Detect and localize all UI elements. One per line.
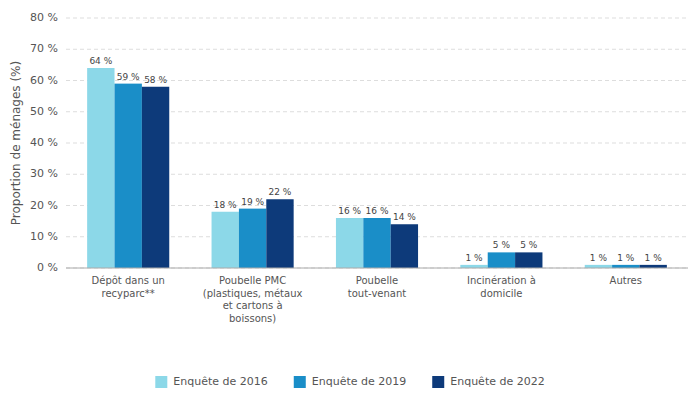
data-label: 1 % xyxy=(645,253,663,263)
x-tick-label-line: tout-venant xyxy=(348,288,407,299)
x-tick-label-line: et cartons à xyxy=(223,300,283,311)
bar xyxy=(363,218,390,268)
x-axis-line xyxy=(66,268,688,269)
x-tick-label-line: Dépôt dans un xyxy=(92,275,165,286)
y-tick-label: 60 % xyxy=(30,74,58,87)
data-label: 1 % xyxy=(617,253,635,263)
bar xyxy=(87,68,114,268)
bar xyxy=(115,84,142,268)
y-tick-label: 0 % xyxy=(37,261,58,274)
x-tick-label-line: Incinération à xyxy=(467,275,536,286)
data-label: 16 % xyxy=(366,206,389,216)
data-label: 1 % xyxy=(590,253,608,263)
x-tick-label-line: Poubelle PMC xyxy=(219,275,286,286)
x-tick-label-line: boissons) xyxy=(229,313,276,324)
x-tick-label: Poubelle tout-venant xyxy=(348,275,407,299)
grid-line xyxy=(66,18,688,19)
bar xyxy=(515,252,542,268)
grid-line xyxy=(66,268,688,269)
bar xyxy=(212,212,239,268)
y-tick-label: 80 % xyxy=(30,11,58,24)
data-label: 58 % xyxy=(144,75,167,85)
data-label: 16 % xyxy=(338,206,361,216)
y-tick-label: 30 % xyxy=(30,167,58,180)
bar xyxy=(391,224,418,268)
data-label: 19 % xyxy=(241,197,264,207)
data-label: 5 % xyxy=(493,240,511,250)
bar xyxy=(266,199,293,268)
data-label: 22 % xyxy=(269,187,292,197)
data-label: 59 % xyxy=(117,72,140,82)
bar xyxy=(239,209,266,268)
legend-swatch xyxy=(432,376,444,388)
bar xyxy=(488,252,515,268)
grid xyxy=(66,18,688,268)
x-tick-label-line: Autres xyxy=(610,275,642,286)
data-label: 18 % xyxy=(214,200,237,210)
y-tick-label: 20 % xyxy=(30,199,58,212)
y-tick-label: 10 % xyxy=(30,230,58,243)
bar xyxy=(336,218,363,268)
x-tick-label: Poubelle PMC (plastiques, métauxet carton… xyxy=(203,275,303,324)
chart: 0 % 10 % 20 % 30 % 40 % 50 % 60 % 70 % 80 % Propo… xyxy=(0,0,700,400)
legend-label: Enquête de 2022 xyxy=(450,375,544,388)
y-tick-label: 70 % xyxy=(30,42,58,55)
bars xyxy=(87,68,667,268)
legend-label: Enquête de 2016 xyxy=(173,375,267,388)
x-tick-label-line: (plastiques, métaux xyxy=(203,288,303,299)
x-tick-label: Autres xyxy=(610,275,642,286)
legend-label: Enquête de 2019 xyxy=(312,375,406,388)
x-tick-label: Dépôt dans un recyparc** xyxy=(92,275,165,299)
data-label: 5 % xyxy=(520,240,538,250)
legend: Enquête de 2016 Enquête de 2019 Enquête de… xyxy=(155,375,544,388)
grid-line xyxy=(66,49,688,50)
legend-swatch xyxy=(155,376,167,388)
data-label: 64 % xyxy=(89,56,112,66)
page: {"chart_data": { "type": "bar", "ylabel"… xyxy=(0,0,700,400)
bar xyxy=(142,87,169,268)
x-tick-label-line: recyparc** xyxy=(102,288,155,299)
x-tick-label-line: domicile xyxy=(480,288,522,299)
x-tick-label: Incinération à domicile xyxy=(467,275,536,299)
legend-swatch xyxy=(294,376,306,388)
y-tick-label: 50 % xyxy=(30,105,58,118)
data-label: 14 % xyxy=(393,212,416,222)
y-axis-label: Proportion de ménages (%) xyxy=(9,61,23,225)
data-label: 1 % xyxy=(465,253,483,263)
x-tick-label-line: Poubelle xyxy=(356,275,398,286)
data-labels: 64 % 18 % 16 % 1 % 1 % 59 % 19 % 16 % 5 % 1 % 58 %… xyxy=(89,56,662,263)
y-tick-label: 40 % xyxy=(30,136,58,149)
